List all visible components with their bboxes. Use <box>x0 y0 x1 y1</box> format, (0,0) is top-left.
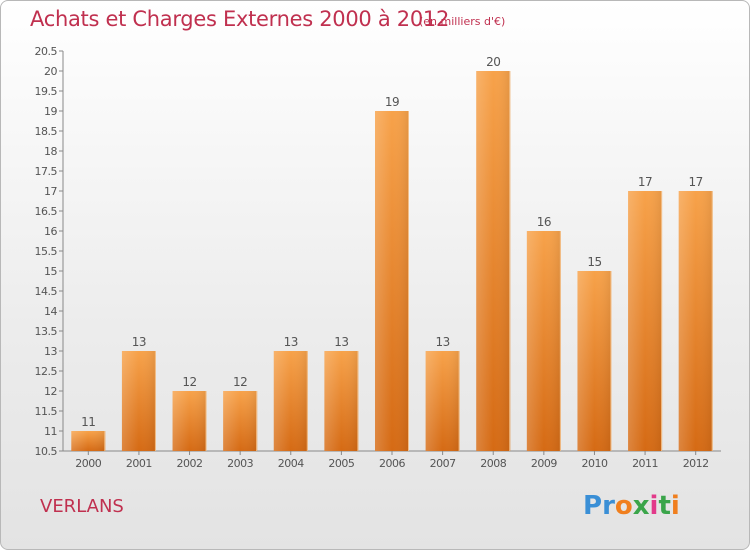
y-tick-label: 16 <box>44 225 57 238</box>
bar-2002 <box>172 391 207 451</box>
data-label: 12 <box>233 375 247 389</box>
data-label: 11 <box>81 415 95 429</box>
bar-2012 <box>678 191 713 451</box>
x-tick-label: 2005 <box>328 457 354 470</box>
y-tick-label: 19.5 <box>35 85 58 98</box>
x-tick-label: 2009 <box>531 457 557 470</box>
bar-2005 <box>324 351 359 451</box>
bar-shade <box>324 351 359 451</box>
y-tick-label: 13 <box>44 345 57 358</box>
bar-shade <box>577 271 612 451</box>
x-tick-label: 2010 <box>581 457 607 470</box>
bar-2004 <box>273 351 308 451</box>
y-tick-label: 20.5 <box>35 45 58 58</box>
bar-shade <box>526 231 561 451</box>
y-tick-label: 16.5 <box>35 205 58 218</box>
bar-2008 <box>476 71 511 451</box>
y-tick-label: 10.5 <box>35 445 58 458</box>
y-tick-label: 12 <box>44 385 57 398</box>
x-tick-label: 2007 <box>430 457 456 470</box>
logo-letter: x <box>632 491 650 521</box>
bar-shade <box>678 191 713 451</box>
bar-shade <box>223 391 258 451</box>
x-tick-label: 2006 <box>379 457 405 470</box>
x-tick-label: 2011 <box>632 457 658 470</box>
logo-letter: i <box>670 491 680 521</box>
y-tick-label: 13.5 <box>35 325 58 338</box>
y-tick-label: 17.5 <box>35 165 58 178</box>
x-tick-label: 2002 <box>177 457 203 470</box>
bar-2003 <box>223 391 258 451</box>
y-tick-label: 14 <box>44 305 57 318</box>
logo-letter: P <box>583 491 603 521</box>
x-tick-label: 2008 <box>480 457 506 470</box>
bar-shade <box>476 71 511 451</box>
x-tick-label: 2012 <box>683 457 709 470</box>
data-label: 13 <box>132 335 146 349</box>
data-labels: 11 13 12 12 13 13 19 13 20 16 15 17 17 <box>81 55 703 429</box>
chart-title: Achats et Charges Externes 2000 à 2012 <box>30 7 450 31</box>
logo-letter: i <box>649 491 659 521</box>
y-tick-label: 17 <box>44 185 57 198</box>
proxiti-logo: Proxiti <box>583 491 680 521</box>
y-tick-label: 18 <box>44 145 57 158</box>
bar-shade <box>172 391 207 451</box>
bar-2000 <box>71 431 106 451</box>
bar-2009 <box>526 231 561 451</box>
y-tick-label: 19 <box>44 105 57 118</box>
commune-name: VERLANS <box>40 496 124 517</box>
bar-shade <box>121 351 156 451</box>
x-tick-label: 2003 <box>227 457 253 470</box>
x-tick-label: 2000 <box>75 457 101 470</box>
data-label: 13 <box>334 335 348 349</box>
data-label: 19 <box>385 95 399 109</box>
bar-2006 <box>375 111 409 451</box>
data-label: 12 <box>182 375 196 389</box>
y-tick-label: 18.5 <box>35 125 58 138</box>
y-tick-label: 15 <box>44 265 57 278</box>
data-label: 13 <box>284 335 298 349</box>
y-tick-label: 15.5 <box>35 245 58 258</box>
logo-letter: r <box>602 491 615 521</box>
x-ticks: 2000 2001 2002 2003 2004 2005 2006 2007 2008 2009… <box>75 451 709 470</box>
y-tick-label: 20 <box>44 65 57 78</box>
x-tick-label: 2004 <box>278 457 304 470</box>
y-tick-label: 11 <box>44 425 57 438</box>
logo-letter: t <box>658 491 671 521</box>
data-label: 17 <box>638 175 652 189</box>
y-tick-label: 12.5 <box>35 365 58 378</box>
logo-letter: o <box>614 491 633 521</box>
bar-shade <box>375 111 409 451</box>
bar-2011 <box>628 191 663 451</box>
y-tick-label: 11.5 <box>35 405 58 418</box>
unit-note: (en milliers d'€) <box>419 15 506 28</box>
bar-shade <box>71 431 106 451</box>
data-label: 15 <box>587 255 601 269</box>
bar-shade <box>425 351 460 451</box>
bar-2001 <box>121 351 156 451</box>
data-label: 20 <box>486 55 500 69</box>
bars <box>71 71 713 451</box>
data-label: 13 <box>435 335 449 349</box>
bar-2010 <box>577 271 612 451</box>
y-tick-label: 14.5 <box>35 285 58 298</box>
data-label: 17 <box>689 175 703 189</box>
bar-shade <box>628 191 663 451</box>
bar-2007 <box>425 351 460 451</box>
y-ticks: 10.5 11 11.5 12 12.5 13 13.5 14 14.5 15 15.5 16 16.5… <box>35 45 63 458</box>
bar-shade <box>273 351 308 451</box>
x-tick-label: 2001 <box>126 457 152 470</box>
data-label: 16 <box>537 215 551 229</box>
